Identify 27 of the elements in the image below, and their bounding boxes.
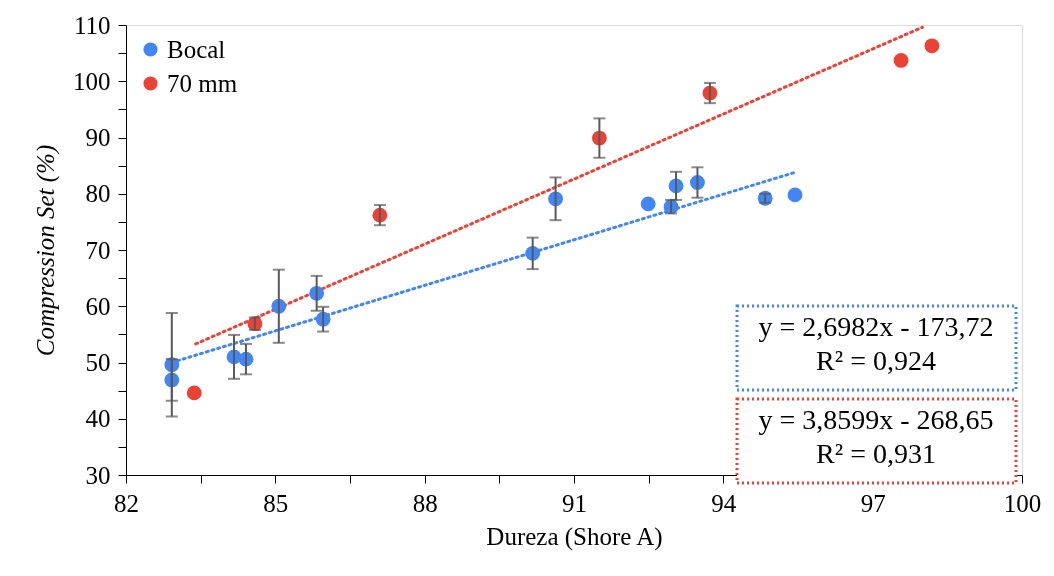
y-tick-label: 100: [73, 67, 111, 95]
point: [186, 385, 202, 401]
x-tick-label: 85: [263, 489, 289, 517]
y-tick-label: 70: [85, 236, 111, 264]
point: [640, 196, 656, 212]
y-tick-label: 90: [85, 124, 111, 151]
x-tick-label: 82: [114, 489, 139, 517]
annotation: y = 2,6982x - 173,72 R² = 0,924: [758, 311, 994, 376]
point: [787, 187, 803, 203]
legend-label: 70 mm: [167, 69, 238, 97]
annotation: y = 3,8599x - 268,65 R² = 0,931: [758, 404, 994, 469]
point: [893, 53, 909, 68]
y-tick-label: 40: [85, 405, 111, 433]
y-tick-label: 80: [85, 180, 111, 208]
y-axis-title: Compression Set (%): [32, 144, 60, 357]
legend-label: Bocal: [167, 35, 226, 63]
x-tick-label: 94: [711, 489, 737, 517]
y-tick-label: 50: [85, 349, 111, 376]
x-tick-label: 97: [860, 489, 886, 517]
y-tick-label: 60: [85, 292, 111, 320]
x-tick-label: 91: [562, 489, 587, 517]
x-axis-title: Dureza (Shore A): [486, 522, 663, 551]
x-tick-label: 100: [1003, 489, 1042, 517]
y-tick-label: 110: [73, 11, 111, 39]
x-tick-label: 88: [412, 489, 438, 517]
y-tick-label: 30: [85, 461, 111, 489]
point: [924, 38, 940, 54]
